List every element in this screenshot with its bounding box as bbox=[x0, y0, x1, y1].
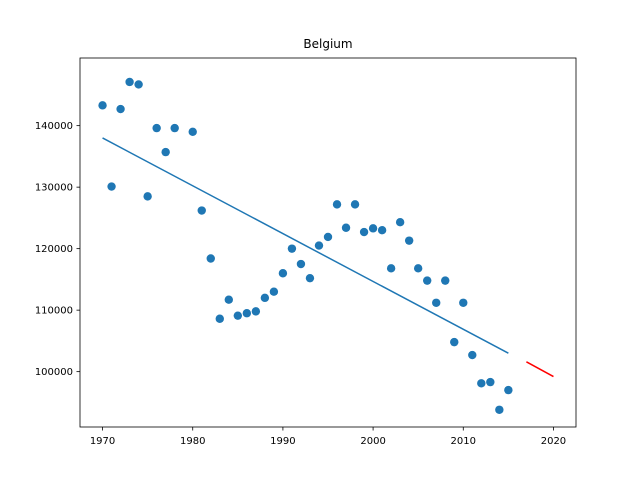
data-point bbox=[116, 104, 125, 114]
data-point bbox=[441, 276, 450, 285]
trend-line bbox=[102, 137, 509, 354]
data-point bbox=[287, 244, 297, 253]
data-point bbox=[242, 309, 252, 318]
data-point bbox=[170, 123, 179, 133]
data-point bbox=[152, 123, 161, 133]
data-point bbox=[350, 200, 360, 209]
axes-frame bbox=[79, 57, 577, 428]
data-point bbox=[413, 264, 423, 273]
data-point bbox=[296, 259, 306, 269]
data-point bbox=[459, 298, 468, 307]
data-point bbox=[504, 385, 513, 395]
data-point bbox=[161, 147, 170, 157]
data-point bbox=[450, 337, 459, 347]
data-point bbox=[314, 241, 324, 250]
data-point bbox=[359, 227, 369, 237]
data-point bbox=[323, 232, 333, 242]
data-point bbox=[197, 206, 206, 215]
plot-area bbox=[98, 77, 554, 414]
data-point bbox=[143, 192, 152, 201]
data-point bbox=[305, 273, 315, 283]
forecast-line bbox=[526, 361, 554, 378]
data-point bbox=[188, 127, 197, 136]
data-point bbox=[206, 254, 215, 263]
data-point bbox=[233, 311, 243, 320]
data-point bbox=[477, 379, 486, 388]
data-point bbox=[260, 293, 270, 303]
x-tick-label: 1990 bbox=[270, 436, 295, 447]
data-point bbox=[224, 295, 233, 304]
data-point bbox=[332, 200, 342, 209]
x-tick-label: 1980 bbox=[180, 436, 205, 447]
data-point bbox=[215, 314, 224, 323]
data-point bbox=[368, 224, 378, 233]
data-point bbox=[495, 405, 504, 414]
data-point bbox=[341, 223, 351, 232]
data-point bbox=[468, 350, 477, 360]
data-point bbox=[107, 182, 116, 191]
data-point bbox=[486, 377, 495, 387]
y-tick-label: 120000 bbox=[35, 244, 73, 255]
data-point bbox=[377, 226, 387, 235]
data-point bbox=[278, 269, 288, 278]
data-point bbox=[269, 287, 279, 296]
data-point bbox=[423, 276, 432, 285]
data-point bbox=[432, 298, 441, 307]
data-point bbox=[404, 236, 414, 245]
x-tick-label: 1970 bbox=[90, 436, 115, 447]
y-tick-label: 100000 bbox=[35, 367, 73, 378]
y-tick-label: 110000 bbox=[35, 306, 73, 317]
x-tick-label: 2010 bbox=[451, 436, 476, 447]
data-point bbox=[98, 101, 107, 110]
x-tick-label: 2000 bbox=[360, 436, 385, 447]
data-point bbox=[134, 80, 143, 89]
chart-title: Belgium bbox=[303, 37, 352, 51]
x-tick-label: 2020 bbox=[541, 436, 566, 447]
data-point bbox=[125, 77, 134, 87]
y-tick-label: 130000 bbox=[35, 183, 73, 194]
data-point bbox=[386, 264, 396, 273]
axes: 1970 1980 1990 2000 2010 2020 100000 110000 1200… bbox=[35, 57, 577, 447]
data-point bbox=[395, 218, 405, 227]
data-point bbox=[251, 307, 261, 316]
y-tick-label: 140000 bbox=[35, 121, 73, 132]
